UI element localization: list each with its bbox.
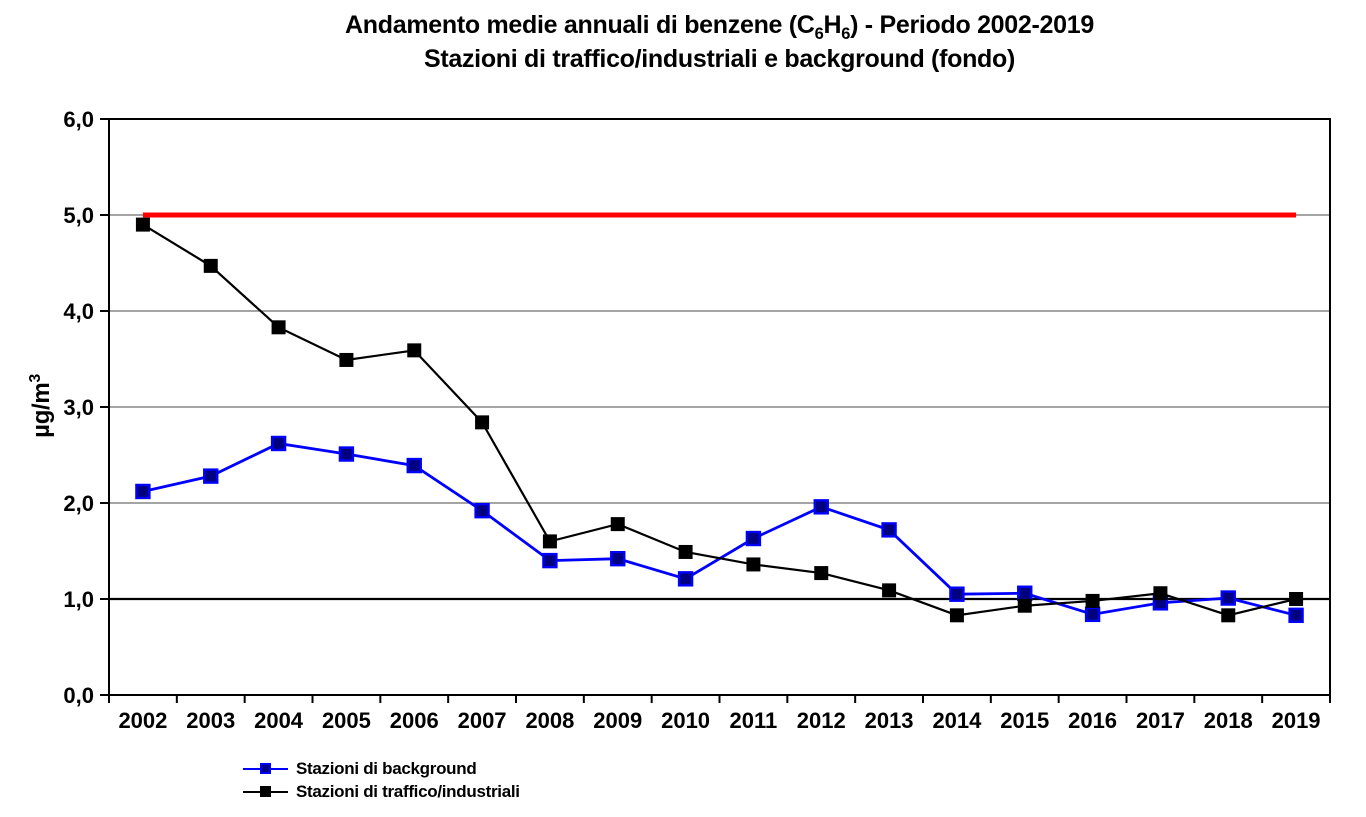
data-point-marker <box>1220 590 1236 606</box>
data-point-marker <box>542 534 557 549</box>
data-point-marker <box>203 468 219 484</box>
data-point-marker <box>814 566 829 581</box>
y-axis-tick-label: 5,0 <box>63 203 94 228</box>
legend-square-marker-icon <box>260 786 271 797</box>
x-axis-label: 2018 <box>1204 708 1253 733</box>
data-point-marker <box>1221 608 1236 623</box>
data-point-marker <box>406 457 422 474</box>
y-axis-tick-label: 1,0 <box>63 587 94 612</box>
x-axis-label: 2006 <box>390 708 439 733</box>
legend: Stazioni di background Stazioni di traff… <box>243 757 520 803</box>
x-axis-label: 2019 <box>1272 708 1321 733</box>
legend-label-background: Stazioni di background <box>296 758 477 778</box>
y-axis-tick-label: 4,0 <box>63 299 94 324</box>
data-point-marker <box>746 557 761 572</box>
data-point-marker <box>610 550 626 567</box>
x-axis-label: 2015 <box>1000 708 1049 733</box>
x-axis-label: 2010 <box>661 708 710 733</box>
data-point-marker <box>135 483 151 500</box>
x-axis-label: 2004 <box>254 708 304 733</box>
data-point-marker <box>339 352 354 367</box>
data-point-marker <box>475 415 490 430</box>
subscript-6: 6 <box>841 25 851 43</box>
data-point-marker <box>1017 598 1032 613</box>
data-point-marker <box>270 435 287 452</box>
data-point-marker <box>882 583 897 598</box>
chart-title-line1: Andamento medie annuali di benzene (C6H6… <box>345 11 1094 43</box>
data-point-marker <box>813 499 829 515</box>
legend-label-traffico: Stazioni di traffico/industriali <box>296 781 520 801</box>
data-point-marker <box>1017 585 1033 601</box>
data-point-marker <box>610 517 625 532</box>
data-point-marker <box>1084 606 1101 623</box>
x-axis-label: 2007 <box>458 708 507 733</box>
data-point-marker <box>474 502 490 519</box>
subscript-6: 6 <box>814 25 824 43</box>
data-point-marker <box>949 586 965 602</box>
legend-sample-traffico <box>243 785 288 798</box>
x-axis-label: 2012 <box>797 708 846 733</box>
data-point-marker <box>407 343 422 358</box>
x-axis-label: 2002 <box>118 708 167 733</box>
data-point-marker <box>678 544 693 559</box>
data-point-marker <box>135 217 150 232</box>
x-axis-label: 2017 <box>1136 708 1185 733</box>
y-axis-tick-label: 2,0 <box>63 491 94 516</box>
x-axis-label: 2011 <box>730 708 778 733</box>
data-point-marker <box>1288 607 1304 624</box>
data-point-marker <box>1153 586 1168 601</box>
x-axis-label: 2003 <box>186 708 235 733</box>
data-point-marker <box>271 320 286 335</box>
data-point-marker <box>745 530 762 547</box>
legend-item-traffico: Stazioni di traffico/industriali <box>243 780 520 803</box>
legend-sample-background <box>243 762 288 775</box>
data-point-marker <box>542 552 558 569</box>
series-line-traffico <box>142 223 1297 617</box>
data-point-marker <box>677 571 694 587</box>
data-point-marker <box>203 258 218 273</box>
data-point-marker <box>338 446 355 462</box>
chart-title: Andamento medie annuali di benzene (C6H6… <box>109 8 1330 76</box>
legend-square-marker-icon <box>260 763 271 774</box>
series-line-background <box>142 442 1297 617</box>
legend-item-background: Stazioni di background <box>243 757 520 780</box>
y-axis-tick-label: 3,0 <box>63 395 94 420</box>
x-axis-label: 2005 <box>322 708 371 733</box>
chart-title-line2: Stazioni di traffico/industriali e backg… <box>423 45 1016 73</box>
data-point-marker <box>881 522 897 538</box>
data-point-marker <box>1085 593 1100 608</box>
data-point-marker <box>1289 592 1304 606</box>
x-axis-label: 2008 <box>525 708 574 733</box>
x-axis-label: 2014 <box>932 708 982 733</box>
y-axis-tick-label: 0,0 <box>63 683 94 708</box>
y-axis-tick-label: 6,0 <box>63 107 94 132</box>
x-axis-label: 2009 <box>593 708 642 733</box>
x-axis-label: 2016 <box>1068 708 1117 733</box>
data-point-marker <box>949 608 964 623</box>
x-axis-label: 2013 <box>865 708 914 733</box>
